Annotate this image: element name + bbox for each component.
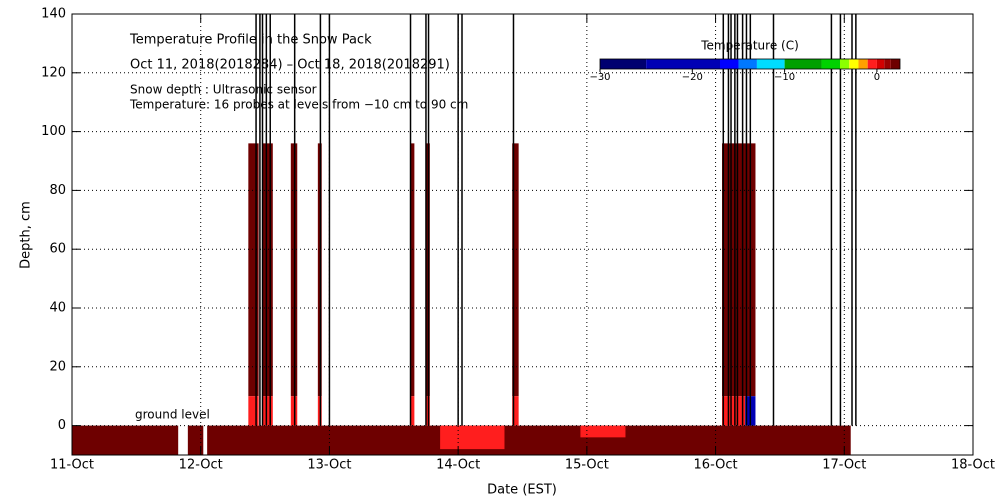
y-tick-label: 0 — [58, 418, 66, 433]
x-tick-label: 12-Oct — [179, 458, 223, 473]
temperature-block — [410, 396, 415, 426]
colorbar-segment — [821, 59, 840, 69]
x-tick-label: 14-Oct — [436, 458, 480, 473]
colorbar-segment — [867, 59, 877, 69]
colorbar-segment — [720, 59, 739, 69]
colorbar-tick-label: 0 — [874, 72, 880, 83]
colorbar-tick-label: −20 — [682, 72, 703, 83]
colorbar-segment — [756, 59, 785, 69]
temperature-block — [512, 396, 519, 426]
temperature-block — [248, 396, 259, 426]
note: Temperature: 16 probes at levels from −1… — [129, 98, 468, 112]
y-tick-label: 40 — [49, 301, 66, 316]
temperature-block — [187, 425, 204, 455]
colorbar-segment — [840, 59, 850, 69]
y-tick-label: 120 — [41, 65, 66, 80]
colorbar-segment — [600, 59, 647, 69]
y-tick-label: 100 — [41, 124, 66, 139]
plot-frame — [71, 13, 974, 456]
x-tick-label: 18-Oct — [951, 458, 995, 473]
colorbar-segment — [890, 59, 900, 69]
colorbar-frame — [599, 58, 901, 70]
temperature-block — [207, 425, 851, 455]
colorbar-segment — [884, 59, 891, 69]
x-tick-label: 11-Oct — [50, 458, 94, 473]
colorbar-label: Temperature (C) — [700, 39, 799, 53]
colorbar-tick-label: −10 — [774, 72, 795, 83]
temperature-block — [248, 143, 259, 397]
x-tick-label: 13-Oct — [307, 458, 351, 473]
temperature-block — [440, 425, 505, 450]
temperature-block — [262, 143, 273, 397]
y-tick-label: 20 — [49, 359, 66, 374]
colorbar-segment — [646, 59, 720, 69]
temperature-block — [410, 143, 415, 397]
annotation: ground level — [135, 408, 210, 422]
chart-subtitle: Oct 11, 2018(2018284) – Oct 18, 2018(201… — [130, 58, 450, 73]
colorbar-segment — [849, 59, 859, 69]
colorbar-segment — [784, 59, 822, 69]
x-tick-label: 15-Oct — [565, 458, 609, 473]
plot-area — [72, 14, 973, 455]
x-axis-label: Date (EST) — [487, 483, 557, 498]
temperature-block — [512, 143, 519, 397]
temperature-block — [722, 396, 746, 426]
colorbar-segment — [738, 59, 757, 69]
note: Snow depth : Ultrasonic sensor — [130, 83, 317, 97]
colorbar-segment — [876, 59, 885, 69]
y-tick-label: 80 — [49, 183, 66, 198]
temperature-block — [262, 396, 273, 426]
colorbar-segment — [858, 59, 868, 69]
y-axis-label: Depth, cm — [19, 201, 34, 269]
chart-title: Temperature Profile in the Snow Pack — [129, 33, 372, 48]
x-tick-label: 16-Oct — [694, 458, 738, 473]
y-tick-label: 60 — [49, 242, 66, 257]
x-tick-label: 17-Oct — [822, 458, 866, 473]
y-tick-label: 140 — [41, 7, 66, 22]
temperature-block — [580, 425, 626, 438]
temperature-block — [72, 425, 179, 455]
colorbar-tick-label: −30 — [589, 72, 610, 83]
